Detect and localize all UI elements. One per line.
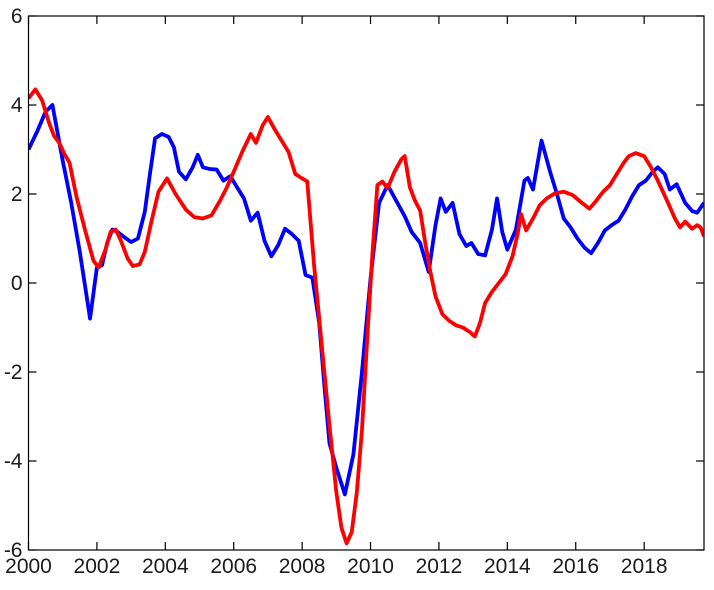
tick-labels: 2000 2002 2004 2006 2008 2010 2012 2014 2016 2018…	[4, 5, 668, 578]
x-tick-label: 2012	[416, 555, 463, 578]
y-tick-label: -4	[4, 450, 23, 473]
y-tick-label: 6	[11, 5, 23, 28]
y-tick-label: 4	[11, 94, 23, 117]
x-tick-label: 2014	[484, 555, 531, 578]
x-tick-label: 2018	[621, 555, 668, 578]
y-tick-label: -2	[4, 361, 23, 384]
red-line	[28, 87, 704, 546]
plot-area	[28, 16, 704, 550]
x-tick-label: 2016	[552, 555, 599, 578]
x-tick-label: 2004	[142, 555, 189, 578]
x-tick-label: 2006	[210, 555, 257, 578]
y-tick-label: -6	[4, 539, 23, 562]
tick-marks	[27, 15, 704, 551]
y-tick-label: 2	[11, 183, 23, 206]
x-tick-label: 2010	[347, 555, 394, 578]
x-tick-label: 2008	[279, 555, 326, 578]
y-tick-label: 0	[11, 272, 23, 295]
x-tick-label: 2002	[74, 555, 121, 578]
x-tick-label: 2000	[5, 555, 52, 578]
